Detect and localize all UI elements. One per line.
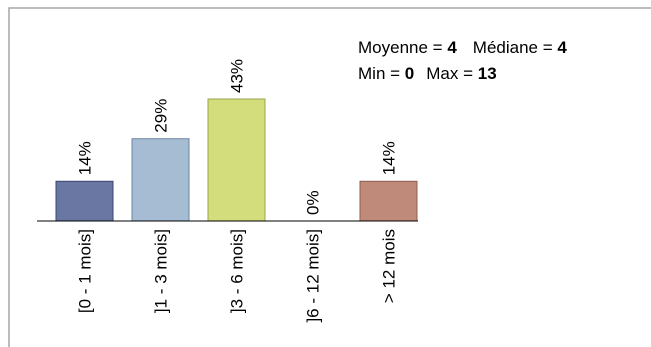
value-label-0: 14% xyxy=(76,141,95,175)
bar-2 xyxy=(207,98,266,222)
moyenne-value: 4 xyxy=(447,38,457,57)
mediane-label: Médiane = xyxy=(473,38,558,57)
min-value: 0 xyxy=(405,64,414,83)
value-label-1: 29% xyxy=(152,99,171,133)
bar-1 xyxy=(131,138,190,222)
bars-group xyxy=(55,98,418,222)
max-label: Max = xyxy=(426,64,478,83)
value-labels-group: 14% 29% 43% 0% 14% xyxy=(76,59,399,215)
value-label-2: 43% xyxy=(228,59,247,93)
value-label-4: 14% xyxy=(380,141,399,175)
stats-line-1: Moyenne = 4 Médiane = 4 xyxy=(358,38,567,57)
stats-line-2: Min = 0 Max = 13 xyxy=(358,64,497,83)
category-label-0: [0 - 1 mois] xyxy=(76,229,95,313)
category-label-1: ]1 - 3 mois] xyxy=(152,229,171,313)
tick-labels-group: [0 - 1 mois] ]1 - 3 mois] ]3 - 6 mois] ]6 -… xyxy=(76,229,399,323)
moyenne-label: Moyenne = xyxy=(358,38,447,57)
bar-0 xyxy=(55,180,114,222)
category-label-3: ]6 - 12 mois] xyxy=(304,229,323,323)
mediane-value: 4 xyxy=(557,38,567,57)
max-value: 13 xyxy=(478,64,497,83)
chart-frame xyxy=(8,7,651,347)
min-label: Min = xyxy=(358,64,405,83)
category-label-4: > 12 mois xyxy=(380,229,399,303)
bar-4 xyxy=(359,180,418,222)
value-label-3: 0% xyxy=(304,190,323,215)
category-label-2: ]3 - 6 mois] xyxy=(228,229,247,313)
